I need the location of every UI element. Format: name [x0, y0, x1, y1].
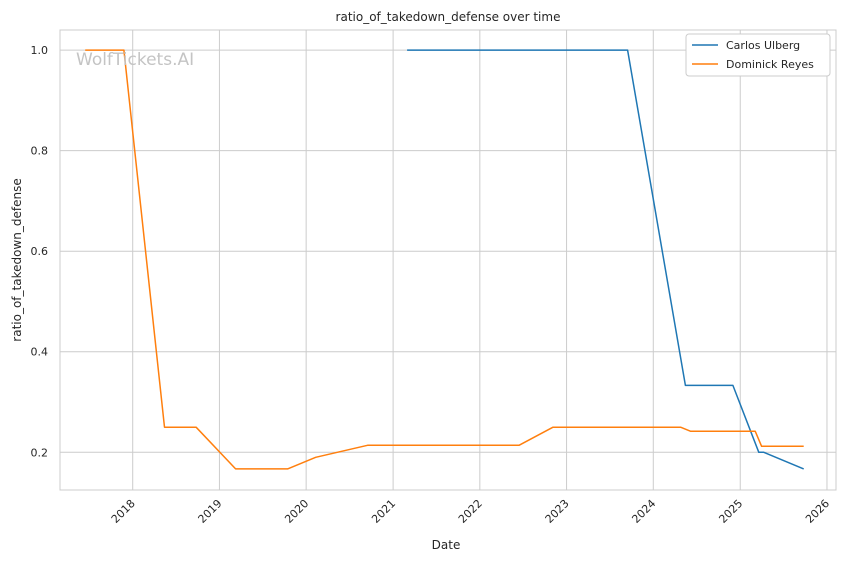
plot-frame: [59, 29, 837, 491]
y-tick-label: 0.2: [31, 446, 49, 459]
series-layer: [85, 49, 804, 470]
y-tick-label: 0.8: [31, 145, 49, 158]
y-tick-label: 0.6: [31, 245, 49, 258]
x-axis-label: Date: [432, 538, 461, 552]
legend-label-dominick-reyes: Dominick Reyes: [726, 58, 814, 71]
y-tick-labels: 0.2 0.4 0.6 0.8 1.0: [31, 44, 49, 459]
legend-label-carlos-ulberg: Carlos Ulberg: [726, 39, 800, 52]
plot-area: [60, 30, 836, 490]
legend-box: [685, 33, 831, 77]
y-tick-label: 1.0: [31, 44, 49, 57]
legend: Carlos Ulberg Dominick Reyes: [685, 33, 831, 77]
y-tick-label: 0.4: [31, 346, 49, 359]
y-axis-label: ratio_of_takedown_defense: [10, 178, 24, 341]
series-line-dominick-reyes: [85, 49, 804, 470]
series-line-carlos-ulberg: [407, 49, 804, 470]
watermark-text: WolfTickets.AI: [76, 50, 194, 70]
chart-title: ratio_of_takedown_defense over time: [336, 10, 561, 24]
